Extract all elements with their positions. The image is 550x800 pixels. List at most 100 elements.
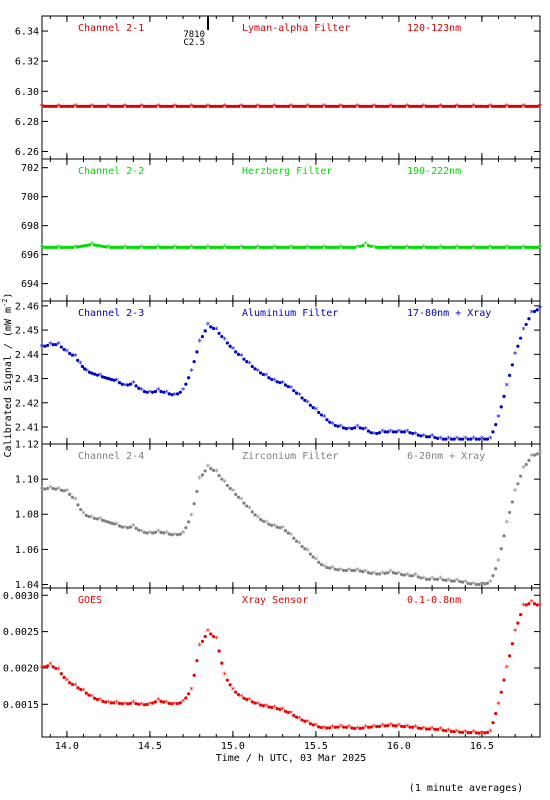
data-point-fill	[324, 104, 329, 108]
data-point: *	[438, 243, 443, 253]
data-point: *	[338, 243, 343, 253]
data-point: *	[371, 430, 376, 440]
data-point: *	[338, 423, 343, 433]
data-point: *	[512, 350, 517, 360]
data-point-fill	[457, 104, 461, 108]
data-point: *	[363, 568, 368, 578]
data-point-fill	[170, 393, 174, 397]
data-point-fill	[526, 245, 530, 249]
panel-filter-label: Xray Sensor	[242, 595, 308, 606]
data-point-fill	[87, 693, 91, 697]
data-point-fill	[59, 345, 63, 349]
data-point-fill	[433, 727, 437, 731]
y-axis-label-superscript: -2	[1, 299, 9, 307]
data-point-fill	[80, 244, 84, 248]
data-point: *	[454, 435, 459, 445]
data-point-fill	[474, 437, 478, 441]
data-point-fill	[43, 665, 47, 669]
data-point-fill	[308, 245, 312, 249]
data-point-fill	[118, 245, 122, 249]
data-point-fill	[294, 391, 299, 395]
data-point: *	[214, 468, 219, 478]
data-point-fill	[70, 353, 75, 357]
data-point-fill	[313, 104, 317, 108]
data-point: *	[537, 243, 542, 253]
data-point-fill	[90, 371, 94, 375]
data-point-fill	[365, 104, 369, 108]
data-point-fill	[341, 104, 345, 108]
data-point-fill	[527, 317, 531, 321]
data-point: *	[413, 724, 418, 734]
data-point: *	[238, 243, 243, 253]
data-point: *	[122, 243, 127, 253]
data-point: *	[346, 425, 351, 435]
data-point-fill	[325, 565, 329, 570]
data-point: *	[139, 102, 144, 112]
data-point: *	[479, 435, 484, 445]
data-point: *	[504, 664, 509, 674]
data-point-fill	[134, 384, 138, 388]
panel-range-label: 6-20nm + Xray	[407, 451, 485, 462]
data-point-fill	[213, 104, 217, 108]
data-point: *	[39, 243, 44, 253]
data-point-fill	[441, 437, 445, 441]
data-point-fill	[311, 555, 315, 559]
data-point-fill	[199, 245, 203, 249]
data-point-fill	[217, 649, 221, 653]
data-point-fill	[287, 104, 291, 108]
data-point-fill	[45, 664, 50, 668]
data-point: *	[371, 243, 376, 253]
data-point: *	[471, 729, 476, 739]
data-point-fill	[162, 390, 166, 394]
data-point: *	[487, 102, 492, 112]
data-point-fill	[460, 437, 465, 441]
y-axis-label-end: )	[3, 293, 14, 299]
data-point-fill	[178, 701, 182, 705]
data-point: *	[205, 463, 210, 473]
data-point-fill	[251, 104, 255, 108]
data-point-fill	[499, 405, 503, 409]
data-point-fill	[128, 245, 132, 249]
data-point-fill	[514, 245, 518, 249]
data-point-fill	[135, 245, 139, 249]
data-point-fill	[524, 603, 528, 607]
data-point-fill	[59, 104, 63, 108]
data-point-fill	[170, 245, 175, 249]
data-point: *	[139, 528, 144, 538]
data-point-fill	[270, 705, 274, 710]
data-point-fill	[291, 245, 295, 249]
data-point: *	[48, 661, 53, 671]
data-point-fill	[118, 104, 122, 108]
data-point-fill	[145, 390, 149, 394]
data-point-fill	[391, 430, 395, 434]
data-point: *	[147, 389, 152, 399]
data-point-fill	[296, 245, 300, 249]
data-point: *	[537, 304, 542, 314]
data-point-fill	[477, 437, 481, 441]
data-point-fill	[502, 104, 507, 108]
data-point: *	[471, 102, 476, 112]
data-point-fill	[476, 104, 480, 108]
data-point-fill	[394, 430, 398, 434]
data-point-fill	[203, 329, 207, 333]
data-point: *	[471, 435, 476, 445]
data-point-fill	[62, 675, 66, 680]
data-point-fill	[319, 562, 324, 567]
y-tick-label: 702	[21, 163, 39, 174]
data-point-fill	[236, 495, 241, 499]
data-point-fill	[270, 245, 274, 249]
data-point-fill	[498, 104, 502, 108]
data-point-fill	[519, 245, 523, 249]
data-point-fill	[502, 394, 506, 398]
data-point-fill	[369, 244, 373, 249]
data-point: *	[429, 575, 434, 585]
data-point-fill	[512, 104, 516, 108]
data-point-fill	[194, 245, 198, 249]
data-point: *	[280, 706, 285, 716]
data-point-fill	[358, 244, 362, 249]
data-point-fill	[66, 245, 70, 249]
data-point-fill	[444, 729, 448, 733]
data-point-fill	[43, 344, 47, 348]
data-point: *	[438, 575, 443, 585]
y-axis-label-main: Calibrated Signal / (mW m	[3, 307, 14, 458]
